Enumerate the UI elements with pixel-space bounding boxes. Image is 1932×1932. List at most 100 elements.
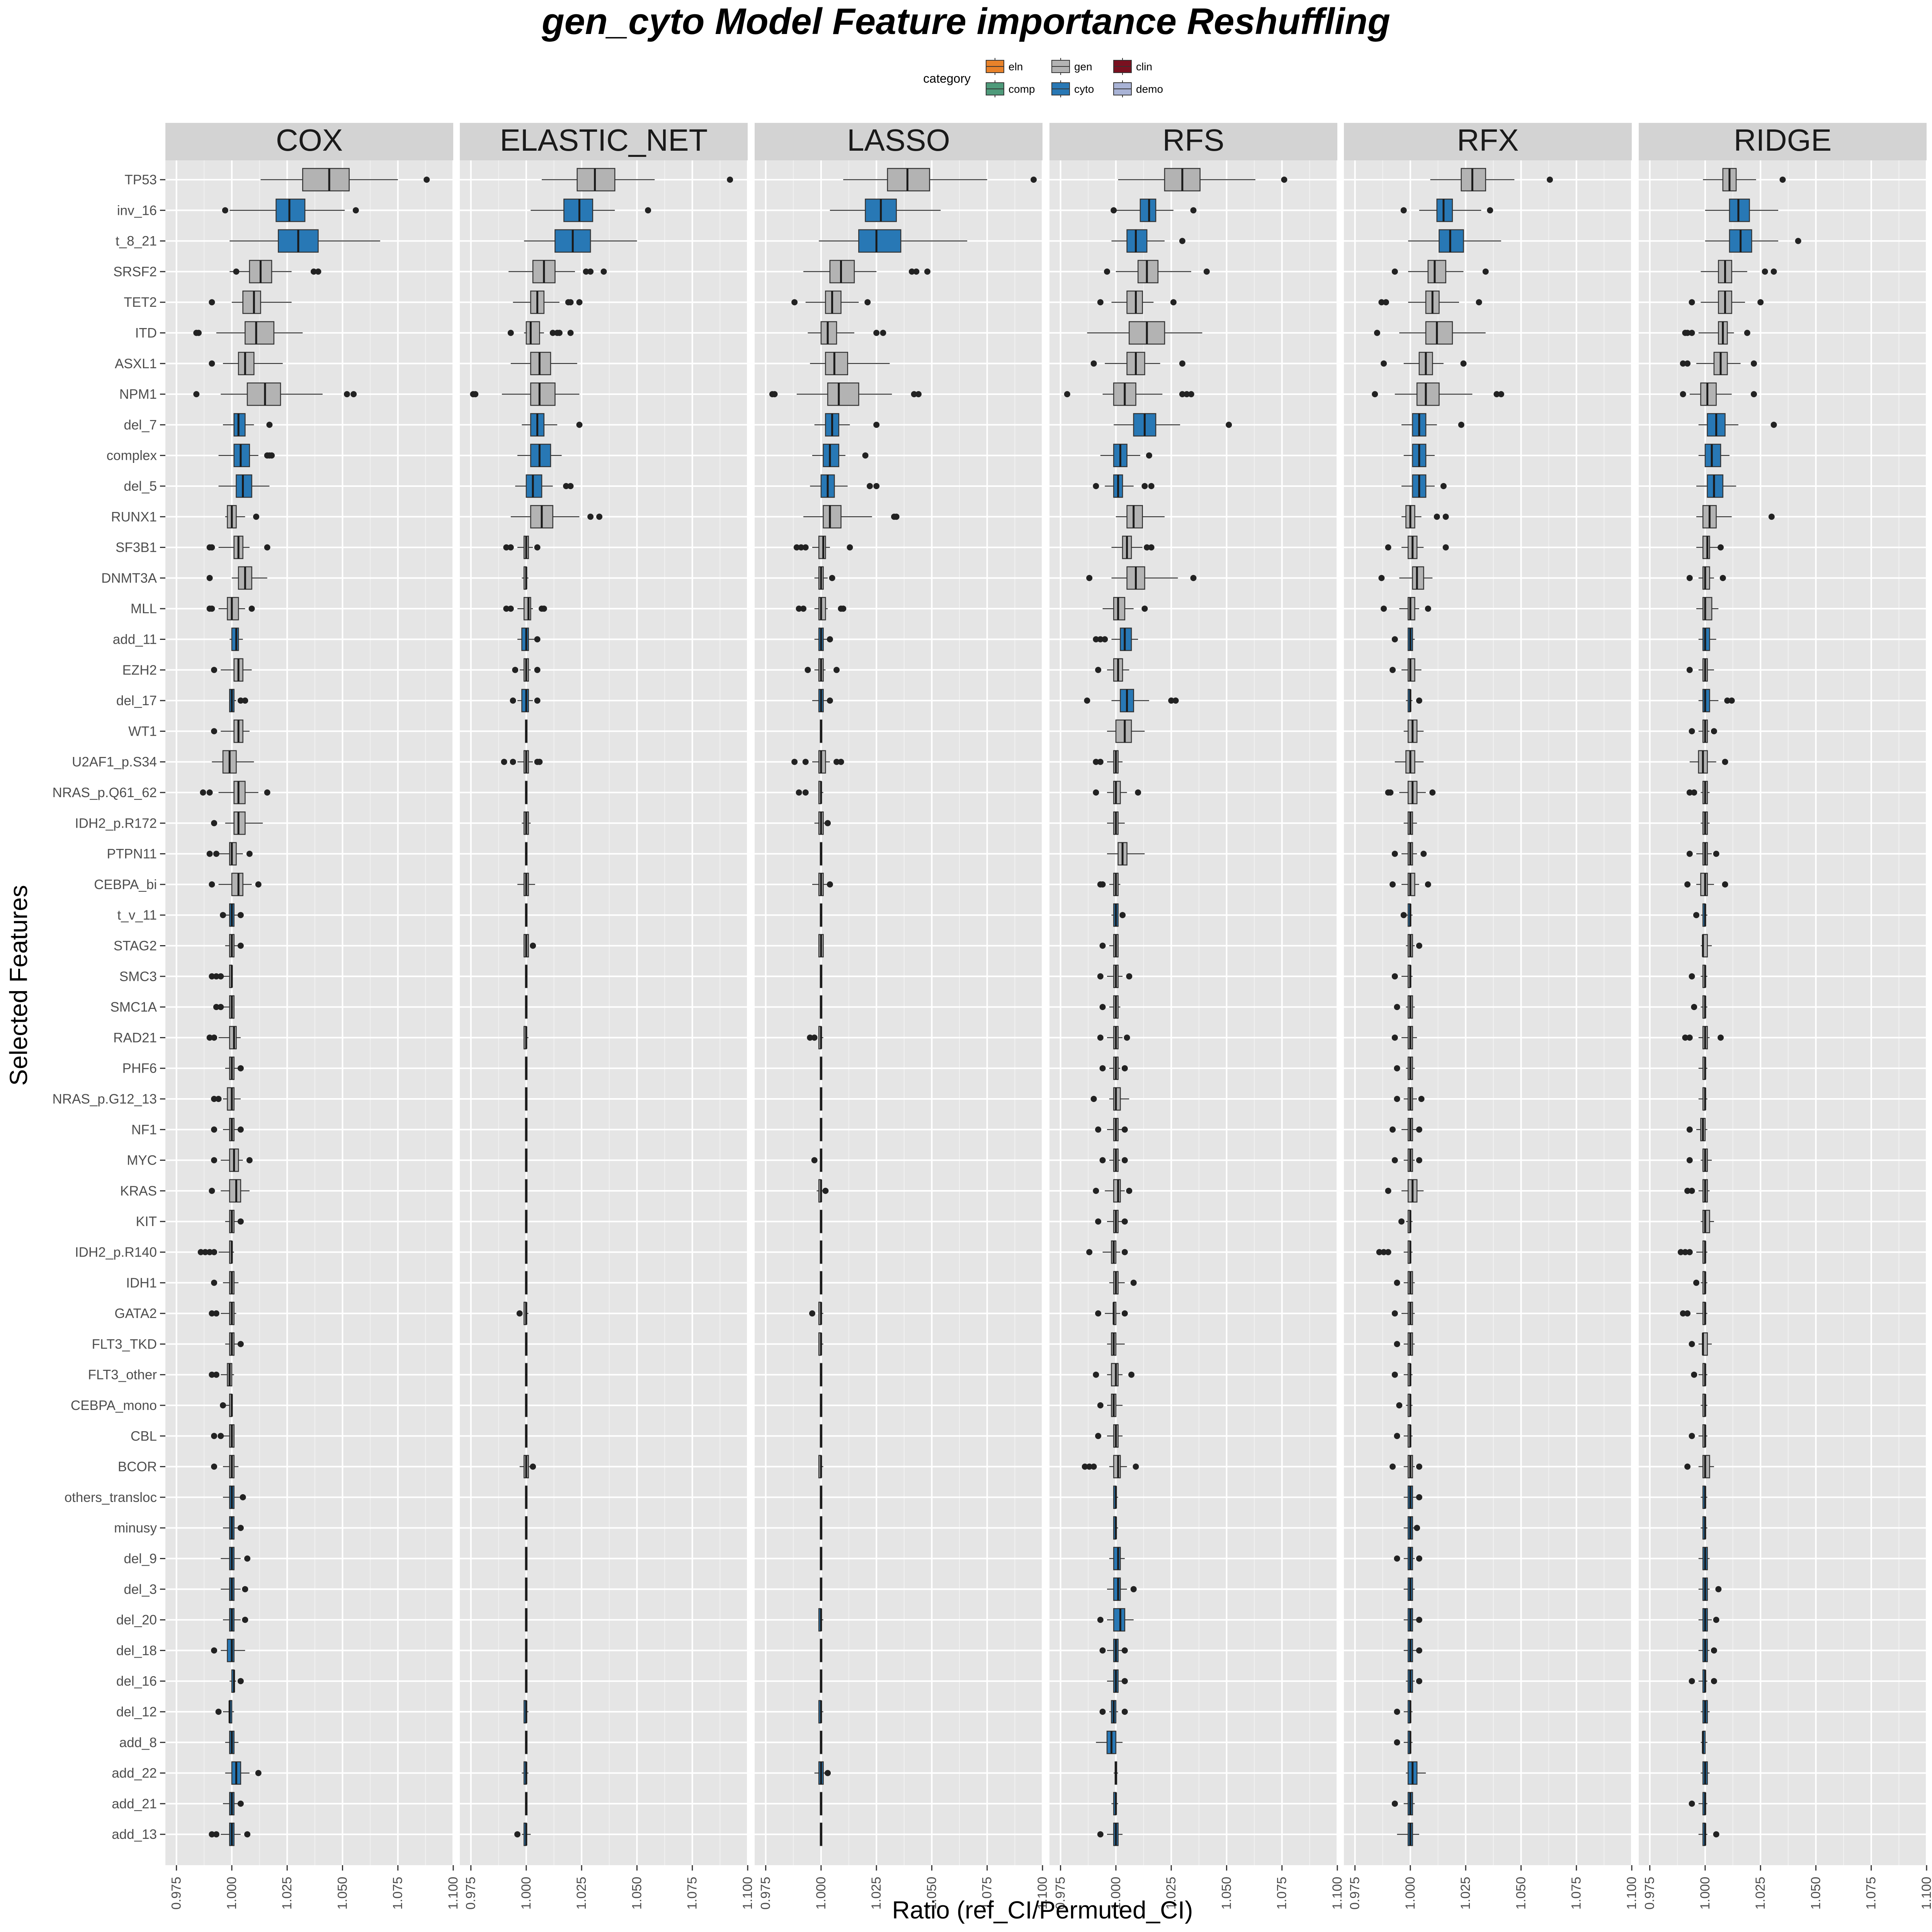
panel-ridge: RIDGE 0.975 1.000 1.025 1.050 1.075 1.100 xyxy=(1639,123,1932,1910)
outlier-point xyxy=(1133,1463,1139,1470)
outlier-point xyxy=(240,1494,246,1500)
box-PHF6 xyxy=(525,1056,528,1080)
box-body xyxy=(1113,1179,1121,1203)
y-tick-label-IDH2_p.R172: IDH2_p.R172 xyxy=(75,816,157,831)
y-tick-label-SMC3: SMC3 xyxy=(119,969,157,984)
y-tick-label-EZH2: EZH2 xyxy=(122,663,157,678)
outlier-point xyxy=(206,850,213,857)
box-del_7 xyxy=(1401,413,1464,437)
y-tick-label-MYC: MYC xyxy=(127,1153,157,1168)
outlier-point xyxy=(1381,605,1387,612)
outlier-point xyxy=(255,881,262,888)
x-tick-label: 1.000 xyxy=(1109,1877,1123,1910)
box-MYC xyxy=(811,1148,823,1172)
box-FLT3_other xyxy=(820,1363,823,1386)
box-CEBPA_bi xyxy=(1389,872,1431,896)
box-inv_16 xyxy=(1400,199,1493,222)
box-EZH2 xyxy=(211,658,252,682)
box-del_9 xyxy=(1698,1547,1710,1570)
facet-strip xyxy=(1049,123,1337,160)
box-body xyxy=(818,536,826,559)
x-tick-label: 1.025 xyxy=(1753,1877,1768,1910)
x-tick-label: 1.000 xyxy=(814,1877,828,1910)
box-NPM1 xyxy=(769,382,922,406)
outlier-point xyxy=(1744,330,1750,336)
outlier-point xyxy=(1425,881,1431,888)
box-add_11 xyxy=(1698,628,1716,651)
box-body xyxy=(233,444,250,467)
box-IDH2_p.R172 xyxy=(814,811,831,835)
y-tick-label-KRAS: KRAS xyxy=(120,1184,157,1199)
box-WT1 xyxy=(820,719,823,743)
outlier-point xyxy=(211,1157,218,1163)
outlier-point xyxy=(1031,177,1037,183)
outlier-point xyxy=(1226,422,1232,428)
box-add_21 xyxy=(820,1792,823,1816)
outlier-point xyxy=(209,544,215,551)
box-body xyxy=(229,1179,242,1203)
y-tick-label-del_5: del_5 xyxy=(124,479,157,494)
outlier-point xyxy=(1693,1279,1699,1286)
box-TP53 xyxy=(1703,168,1786,192)
outlier-point xyxy=(1391,1034,1398,1041)
box-del_3 xyxy=(525,1577,528,1601)
box-del_7 xyxy=(522,413,583,437)
outlier-point xyxy=(833,759,840,765)
box-SMC1A xyxy=(1099,995,1121,1019)
box-body xyxy=(247,382,281,406)
box-ASXL1 xyxy=(1090,352,1185,376)
box-inv_16 xyxy=(531,199,651,222)
outlier-point xyxy=(1179,360,1185,367)
box-EZH2 xyxy=(804,658,840,682)
outlier-point xyxy=(1381,360,1387,367)
box-complex xyxy=(1100,444,1152,467)
box-PHF6 xyxy=(1698,1056,1708,1080)
box-GATA2 xyxy=(1391,1301,1415,1325)
box-body xyxy=(1700,382,1717,406)
box-NRAS_p.G12_13 xyxy=(1394,1087,1425,1111)
box-del_7 xyxy=(1698,413,1777,437)
legend-label-eln: eln xyxy=(1009,61,1023,73)
box-add_8 xyxy=(1394,1731,1413,1754)
outlier-point xyxy=(1686,1034,1693,1041)
outlier-point xyxy=(1394,1739,1400,1746)
box-RAD21 xyxy=(1682,1026,1724,1049)
box-add_8 xyxy=(820,1731,823,1754)
box-SMC1A xyxy=(1394,995,1415,1019)
outlier-point xyxy=(1391,973,1398,980)
outlier-point xyxy=(880,330,886,336)
box-BCOR xyxy=(1082,1455,1139,1478)
box-NRAS_p.Q61_62 xyxy=(200,781,270,804)
outlier-point xyxy=(237,1800,244,1807)
outlier-point xyxy=(266,422,273,428)
box-add_21 xyxy=(525,1792,528,1816)
box-NF1 xyxy=(525,1118,528,1141)
box-body xyxy=(231,628,239,651)
outlier-point xyxy=(1381,1249,1387,1255)
outlier-point xyxy=(237,697,244,704)
outlier-point xyxy=(1170,299,1177,306)
outlier-point xyxy=(1124,1034,1130,1041)
box-body xyxy=(1126,505,1143,529)
box-del_18 xyxy=(820,1639,823,1662)
outlier-point xyxy=(1389,1126,1396,1133)
outlier-point xyxy=(1719,575,1726,581)
outlier-point xyxy=(264,789,270,796)
outlier-point xyxy=(567,483,574,489)
box-body xyxy=(1120,628,1132,651)
outlier-point xyxy=(534,697,541,704)
outlier-point xyxy=(269,452,275,459)
outlier-point xyxy=(237,1218,244,1225)
box-del_7 xyxy=(223,413,273,437)
outlier-point xyxy=(195,330,202,336)
x-tick-label: 1.050 xyxy=(924,1877,939,1910)
y-tick-label-add_22: add_22 xyxy=(112,1766,157,1781)
box-IDH1 xyxy=(1394,1271,1415,1295)
y-axis-label: Selected Features xyxy=(5,885,32,1085)
box-body xyxy=(887,168,930,192)
box-body xyxy=(530,444,551,467)
box-del_9 xyxy=(820,1547,823,1570)
box-del_3 xyxy=(820,1577,823,1601)
outlier-point xyxy=(1104,268,1110,275)
outlier-point xyxy=(1121,1310,1128,1317)
